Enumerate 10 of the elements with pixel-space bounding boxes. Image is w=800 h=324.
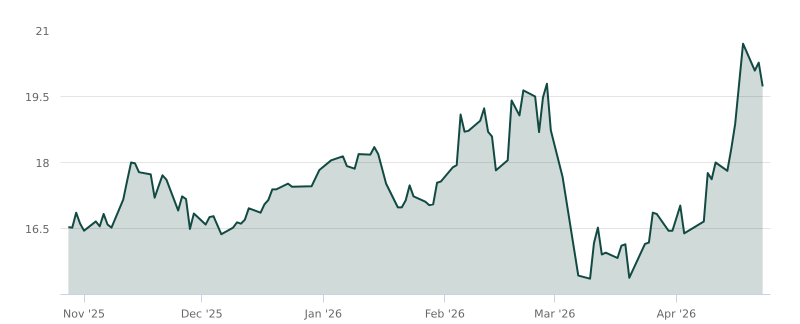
x-tick-label: Feb '26 xyxy=(424,308,465,320)
x-tick-label: Jan '26 xyxy=(304,308,342,320)
x-tick-label: Apr '26 xyxy=(656,308,696,320)
y-tick-label: 19.5 xyxy=(25,91,50,104)
x-tick-label: Nov '25 xyxy=(63,308,106,320)
x-tick-label: Dec '25 xyxy=(180,308,223,320)
y-tick-label: 16.5 xyxy=(25,223,50,236)
y-tick-label: 21 xyxy=(36,25,50,38)
x-tick-label: Mar '26 xyxy=(534,308,576,320)
y-tick-label: 18 xyxy=(36,157,50,170)
